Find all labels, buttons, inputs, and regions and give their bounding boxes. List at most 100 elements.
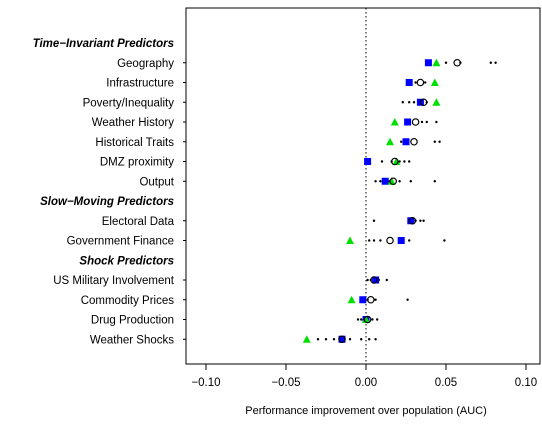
- square-marker: [407, 217, 415, 225]
- row-label: Infrastructure: [106, 78, 174, 90]
- dot-marker: [401, 101, 404, 104]
- square-marker: [359, 296, 367, 304]
- x-tick-label: −0.10: [191, 377, 220, 389]
- group-label: Slow−Moving Predictors: [40, 196, 174, 208]
- dot-marker: [409, 180, 412, 183]
- circle-marker: [390, 157, 399, 166]
- circle-marker: [366, 295, 375, 304]
- triangle-marker: [390, 118, 399, 126]
- row-label: Commodity Prices: [81, 295, 175, 307]
- triangle-marker: [432, 98, 441, 106]
- dot-marker: [425, 120, 428, 124]
- dot-marker: [494, 61, 497, 64]
- row-label: Historical Traits: [95, 137, 174, 149]
- circle-marker: [386, 236, 394, 245]
- triangle-marker: [347, 295, 356, 304]
- square-marker: [397, 237, 405, 244]
- circle-marker: [410, 137, 418, 146]
- dot-marker: [403, 160, 406, 163]
- dot-marker: [435, 120, 438, 124]
- dot-marker: [412, 101, 416, 104]
- triangle-marker: [430, 78, 439, 86]
- x-tick-label: 0.00: [355, 377, 377, 389]
- dot-marker: [408, 160, 411, 163]
- x-axis-title: Performance improvement over population …: [245, 405, 487, 417]
- dot-marker: [406, 298, 409, 301]
- dot-marker: [360, 338, 363, 341]
- triangle-marker: [346, 236, 354, 244]
- circle-marker: [389, 177, 398, 186]
- dot-marker: [419, 219, 422, 222]
- dot-marker: [408, 101, 411, 104]
- dot-marker: [385, 278, 388, 282]
- circle-marker: [419, 98, 428, 107]
- circle-marker: [408, 216, 417, 225]
- dot-marker: [414, 81, 417, 84]
- row-labels: Time−Invariant Predictors Geography Infras…: [33, 38, 186, 346]
- triangle-marker: [432, 58, 441, 67]
- square-marker: [338, 335, 346, 343]
- dot-marker: [371, 318, 374, 321]
- dot-marker: [379, 180, 382, 183]
- dot-marker: [374, 180, 377, 183]
- x-tick-label: 0.05: [435, 377, 457, 389]
- dot-marker: [443, 239, 446, 242]
- dot-marker: [398, 180, 401, 183]
- row-label: US Military Involvement: [53, 275, 175, 287]
- dot-marker: [422, 219, 425, 222]
- dot-marker: [400, 140, 403, 143]
- dot-marker: [366, 278, 369, 282]
- triangle-marker: [302, 335, 311, 343]
- dot-marker: [433, 180, 436, 183]
- row-label: Poverty/Inequality: [83, 97, 175, 109]
- row-label: Government Finance: [67, 236, 174, 248]
- group-label: Time−Invariant Predictors: [33, 38, 174, 50]
- dot-marker: [374, 298, 377, 301]
- row-label: Drug Production: [91, 315, 174, 327]
- dot-marker: [379, 239, 382, 242]
- circle-marker: [370, 276, 378, 284]
- row-label: Output: [139, 176, 174, 188]
- dot-marker: [332, 338, 336, 341]
- dot-marker: [398, 160, 401, 163]
- dot-marker: [433, 140, 436, 143]
- dot-marker: [376, 318, 379, 321]
- circle-marker: [416, 78, 425, 87]
- group-label: Shock Predictors: [79, 255, 174, 267]
- dot-marker: [489, 61, 492, 64]
- plot-frame: [185, 7, 541, 365]
- dot-marker: [420, 120, 424, 124]
- dot-marker: [316, 338, 320, 341]
- dot-marker: [444, 61, 448, 64]
- circle-marker: [338, 335, 346, 344]
- x-tick-label: −0.05: [271, 377, 300, 389]
- dot-marker: [348, 338, 352, 341]
- square-marker: [405, 79, 413, 86]
- triangle-marker: [386, 137, 394, 146]
- square-marker: [381, 177, 389, 185]
- row-label: Geography: [117, 58, 174, 70]
- dot-marker: [324, 338, 328, 341]
- square-marker: [372, 276, 380, 284]
- dot-marker: [372, 219, 376, 222]
- dot-marker: [380, 160, 384, 163]
- circle-marker: [363, 315, 372, 324]
- triangle-marker: [387, 177, 396, 185]
- square-marker: [424, 59, 432, 67]
- square-marker: [404, 118, 412, 126]
- dot-marker: [360, 318, 363, 321]
- circle-marker: [453, 58, 462, 67]
- dot-marker: [438, 140, 441, 143]
- dot-marker: [424, 81, 427, 84]
- dot-marker: [368, 239, 371, 242]
- square-marker: [364, 158, 372, 165]
- circle-marker: [411, 118, 420, 126]
- row-label: Electoral Data: [102, 216, 175, 228]
- x-tick-label: 0.10: [515, 377, 537, 389]
- dot-marker: [374, 338, 377, 341]
- triangle-marker: [362, 315, 370, 323]
- dot-marker: [368, 338, 371, 341]
- row-label: Weather Shocks: [90, 334, 174, 346]
- markers: [302, 58, 497, 344]
- row-label: DMZ proximity: [100, 157, 174, 169]
